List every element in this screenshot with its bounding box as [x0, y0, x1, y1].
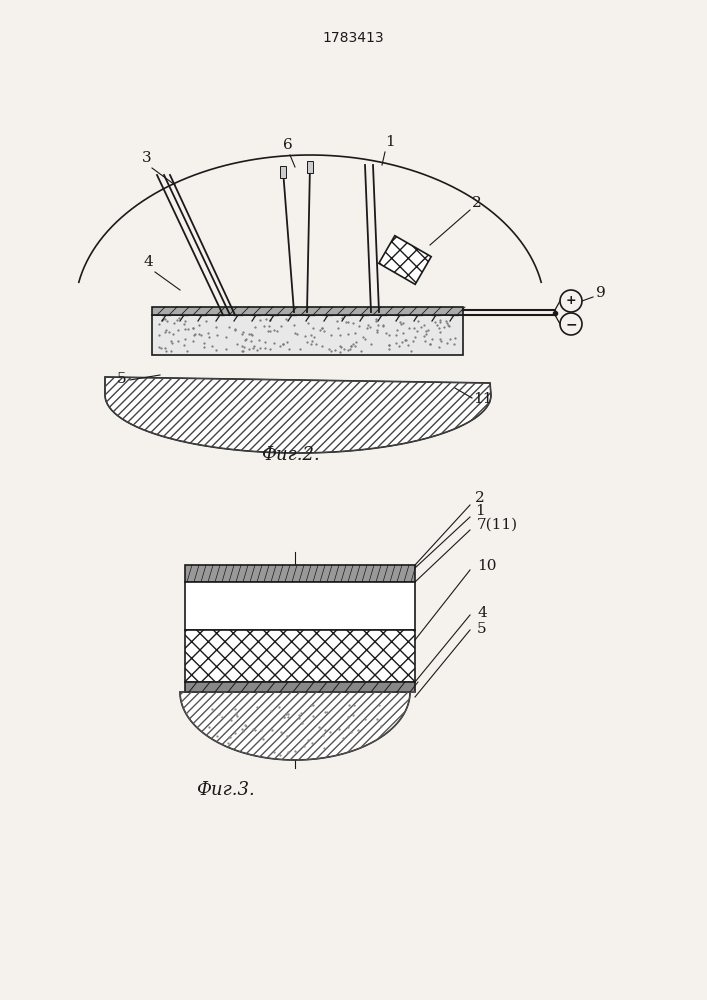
Polygon shape — [152, 307, 463, 315]
Text: 9: 9 — [596, 286, 606, 300]
Text: −: − — [565, 317, 577, 331]
Polygon shape — [152, 315, 463, 355]
Text: 1: 1 — [475, 504, 485, 518]
Text: Фиг.2.: Фиг.2. — [261, 446, 320, 464]
Text: 7(11): 7(11) — [477, 518, 518, 532]
Polygon shape — [307, 161, 313, 173]
Text: 4: 4 — [477, 606, 486, 620]
Text: 10: 10 — [477, 559, 496, 573]
Polygon shape — [185, 630, 415, 682]
Text: 2: 2 — [472, 196, 481, 210]
Text: 1783413: 1783413 — [322, 31, 384, 45]
Text: 1: 1 — [385, 135, 395, 149]
Text: 11: 11 — [473, 392, 493, 406]
Polygon shape — [105, 377, 491, 453]
Polygon shape — [180, 692, 415, 760]
Text: 6: 6 — [283, 138, 293, 152]
Text: +: + — [566, 294, 576, 308]
Polygon shape — [185, 565, 415, 582]
Text: Фиг.3.: Фиг.3. — [196, 781, 255, 799]
Text: 2: 2 — [475, 491, 485, 505]
Polygon shape — [379, 236, 431, 284]
Polygon shape — [280, 166, 286, 178]
Text: 3: 3 — [142, 151, 151, 165]
Text: 5: 5 — [117, 372, 127, 386]
Polygon shape — [185, 582, 415, 630]
Text: 4: 4 — [143, 255, 153, 269]
Polygon shape — [185, 682, 415, 692]
Text: 5: 5 — [477, 622, 486, 636]
